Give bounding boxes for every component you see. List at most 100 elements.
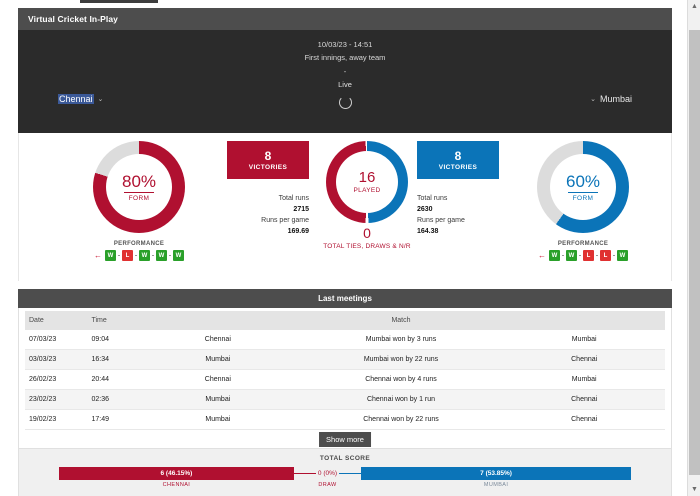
cell-away-team: Mumbai xyxy=(503,330,665,350)
home-victories-box: 8 VICTORIES xyxy=(227,141,309,179)
away-rpg-label: Runs per game xyxy=(417,217,465,224)
last-meetings-title: Last meetings xyxy=(18,289,672,308)
left-connector xyxy=(293,467,316,480)
performance-separator xyxy=(596,255,598,256)
home-total-runs-label: Total runs xyxy=(278,195,309,202)
top-strip xyxy=(0,0,688,8)
performance-result-box: L xyxy=(600,250,611,261)
draw-value: 0 (0%) xyxy=(317,470,338,477)
cell-time: 20:44 xyxy=(87,369,138,390)
cell-away-team: Chennai xyxy=(503,349,665,370)
performance-result-box: W xyxy=(139,250,150,261)
arrow-left-icon: ← xyxy=(538,250,546,260)
home-score-segment: 6 (46.15%) CHENNAI xyxy=(58,467,294,488)
scroll-up-arrow-icon[interactable]: ▲ xyxy=(688,0,700,13)
away-performance-row: ← W W L L W xyxy=(537,250,629,261)
total-score-section: TOTAL SCORE 6 (46.15%) CHENNAI 0 (0%) DR… xyxy=(18,449,672,496)
cell-home-team: Mumbai xyxy=(137,409,299,430)
table-row[interactable]: 23/02/23 02:36 Mumbai Chennai won by 1 run C… xyxy=(25,389,665,410)
cell-result: Chennai won by 1 run xyxy=(298,389,504,410)
cell-home-team: Mumbai xyxy=(137,389,299,410)
performance-separator xyxy=(135,255,137,256)
ties-block: 0 TOTAL TIES, DRAWS & N/R xyxy=(307,225,427,251)
scroll-down-arrow-icon[interactable]: ▼ xyxy=(688,483,700,496)
performance-result-box: L xyxy=(583,250,594,261)
home-performance: PERFORMANCE ← W L W W W xyxy=(93,241,185,261)
home-score-bar: 6 (46.15%) xyxy=(58,467,294,480)
cell-date: 23/02/23 xyxy=(25,389,88,410)
table-row[interactable]: 19/02/23 17:49 Mumbai Chennai won by 22 run… xyxy=(25,409,665,430)
away-team-selector[interactable]: ⌄ Mumbai xyxy=(590,94,632,104)
away-form-percent: 60% xyxy=(565,171,601,191)
away-victories-label: VICTORIES xyxy=(438,163,478,171)
table-row[interactable]: 03/03/23 16:34 Mumbai Mumbai won by 22 runs… xyxy=(25,349,665,370)
cell-away-team: Chennai xyxy=(503,409,665,430)
table-row[interactable]: 26/02/23 20:44 Chennai Chennai won by 4 run… xyxy=(25,369,665,390)
away-score-segment: 7 (53.85%) MUMBAI xyxy=(361,467,632,488)
played-donut: 16 PLAYED xyxy=(326,141,408,223)
performance-separator xyxy=(613,255,615,256)
cell-result: Chennai won by 4 runs xyxy=(298,369,504,390)
performance-separator xyxy=(562,255,564,256)
cell-home-team: Chennai xyxy=(137,330,299,350)
top-strip-accent xyxy=(80,0,158,3)
cell-date: 19/02/23 xyxy=(25,409,88,430)
total-score-title: TOTAL SCORE xyxy=(319,455,371,462)
match-datetime: 10/03/23 - 14:51 xyxy=(317,40,373,49)
table-header-row: Date Time Match xyxy=(25,311,665,330)
card-title: Virtual Cricket In-Play xyxy=(18,8,672,30)
chevron-down-icon: ⌄ xyxy=(97,96,104,103)
away-performance: PERFORMANCE ← W W L L W xyxy=(537,241,629,261)
match-center-info: 10/03/23 - 14:51 First innings, away tea… xyxy=(18,39,672,109)
home-team-name: Chennai xyxy=(58,94,94,104)
away-form-donut: 60% FORM xyxy=(537,141,629,233)
away-victories-count: 8 xyxy=(454,148,462,163)
away-form-donut-wrap: 60% FORM PERFORMANCE ← W W L L W xyxy=(537,141,629,261)
virtual-cricket-card: Virtual Cricket In-Play 10/03/23 - 14:51… xyxy=(18,8,672,496)
cell-time: 16:34 xyxy=(87,349,138,370)
home-team-selector[interactable]: Chennai ⌄ xyxy=(58,94,103,104)
match-header-bar: 10/03/23 - 14:51 First innings, away tea… xyxy=(18,30,672,133)
stats-section: 80% FORM PERFORMANCE ← W L W W W 8 VICTORIES … xyxy=(18,133,672,281)
away-total-runs-label: Total runs xyxy=(417,195,448,202)
cell-date: 07/03/23 xyxy=(25,330,88,350)
home-score-label: CHENNAI xyxy=(162,482,191,488)
home-total-runs-value: 2715 xyxy=(293,206,309,213)
match-score-dash: - xyxy=(343,67,347,76)
home-form-label: FORM xyxy=(128,194,150,202)
performance-result-box: W xyxy=(173,250,184,261)
home-rpg-value: 169.69 xyxy=(287,228,309,235)
scrollbar-thumb[interactable] xyxy=(689,30,700,475)
cell-result: Mumbai won by 3 runs xyxy=(298,330,504,350)
column-header-match: Match xyxy=(298,311,504,330)
away-rpg-value: 164.38 xyxy=(417,228,439,235)
away-total-runs-value: 2630 xyxy=(417,206,433,213)
page-scrollbar[interactable]: ▲ ▼ xyxy=(687,0,700,496)
home-performance-label: PERFORMANCE xyxy=(113,241,165,247)
right-connector xyxy=(339,467,362,480)
cell-time: 17:49 xyxy=(87,409,138,430)
chevron-down-icon: ⌄ xyxy=(590,96,596,103)
away-score-bar: 7 (53.85%) xyxy=(361,467,632,480)
show-more-button[interactable]: Show more xyxy=(319,432,371,447)
played-label: PLAYED xyxy=(353,187,381,194)
home-rpg-label: Runs per game xyxy=(261,217,309,224)
away-runs-block: Total runs 2630 Runs per game 164.38 xyxy=(417,193,527,237)
cell-result: Chennai won by 22 runs xyxy=(298,409,504,430)
cell-home-team: Chennai xyxy=(137,369,299,390)
performance-separator xyxy=(118,255,120,256)
draw-segment: 0 (0%) DRAW xyxy=(316,467,339,488)
home-victories-count: 8 xyxy=(264,148,272,163)
away-score-label: MUMBAI xyxy=(483,482,509,488)
cell-date: 26/02/23 xyxy=(25,369,88,390)
total-score-bars: 6 (46.15%) CHENNAI 0 (0%) DRAW 7 (53.85%… xyxy=(19,467,671,488)
cell-home-team: Mumbai xyxy=(137,349,299,370)
loading-spinner-icon xyxy=(338,96,352,109)
performance-result-box: W xyxy=(156,250,167,261)
table-row[interactable]: 07/03/23 09:04 Chennai Mumbai won by 3 runs… xyxy=(25,330,665,350)
performance-result-box: W xyxy=(549,250,560,261)
cell-time: 09:04 xyxy=(87,330,138,350)
performance-separator xyxy=(169,255,171,256)
cell-away-team: Mumbai xyxy=(503,369,665,390)
home-form-percent: 80% xyxy=(121,171,157,191)
